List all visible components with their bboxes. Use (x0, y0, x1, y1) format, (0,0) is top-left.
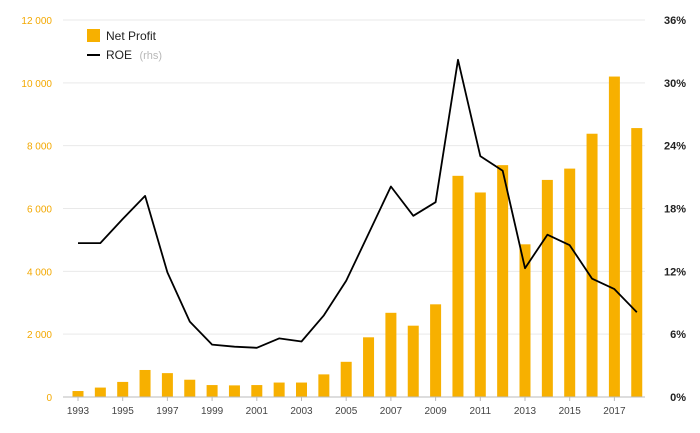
x-tick-label: 1997 (156, 406, 179, 417)
net-profit-bars (72, 76, 643, 398)
roe-line (78, 58, 638, 349)
bar-2003 (296, 382, 307, 397)
right-tick-label: 0% (670, 392, 686, 404)
bar-1998 (184, 379, 196, 397)
left-tick-label: 6 000 (27, 205, 52, 216)
x-tick-label: 2001 (246, 406, 269, 417)
x-tick-label: 1995 (112, 406, 135, 417)
bar-2007 (385, 312, 397, 397)
right-tick-label: 6% (670, 329, 686, 341)
x-tick-label: 1993 (67, 406, 90, 417)
right-tick-label: 30% (664, 78, 686, 90)
left-tick-label: 12 000 (21, 16, 52, 27)
x-tick-label: 2003 (290, 406, 313, 417)
x-tick-label: 2017 (603, 406, 626, 417)
legend: Net Profit ROE (rhs) (87, 29, 162, 63)
bar-2012 (497, 165, 509, 397)
gridlines (63, 19, 645, 335)
bar-2015 (564, 168, 576, 397)
legend-swatch-net-profit (87, 29, 100, 42)
x-axis-ticks: 1993 1995 1997 1999 2001 2003 2005 2007 2009 2011… (67, 397, 626, 417)
left-tick-label: 8 000 (27, 142, 52, 153)
left-tick-label: 0 (46, 393, 52, 404)
x-tick-label: 2013 (514, 406, 537, 417)
bar-1996 (139, 369, 151, 397)
x-tick-label: 2007 (380, 406, 403, 417)
bar-1999 (206, 385, 218, 397)
bar-2013 (519, 244, 531, 397)
right-tick-label: 36% (664, 15, 686, 27)
x-tick-label: 2005 (335, 406, 358, 417)
bar-2009 (430, 304, 442, 397)
bar-2006 (363, 337, 375, 397)
left-tick-label: 4 000 (27, 267, 52, 278)
bar-2008 (407, 325, 419, 397)
bar-2017 (608, 76, 620, 398)
x-tick-label: 1999 (201, 406, 224, 417)
right-tick-label: 12% (664, 266, 686, 278)
right-axis-ticks: 0% 6% 12% 18% 24% 30% 36% (664, 15, 686, 404)
bar-1997 (161, 373, 173, 397)
legend-label-roe-note: (rhs) (139, 50, 162, 62)
bar-1993 (72, 391, 84, 397)
right-tick-label: 24% (664, 141, 686, 153)
left-tick-label: 2 000 (27, 330, 52, 341)
bar-1995 (117, 381, 129, 397)
bar-1994 (94, 387, 106, 397)
bar-2001 (251, 385, 263, 397)
bar-2004 (318, 374, 330, 397)
bar-2011 (474, 192, 486, 397)
legend-label-roe-name: ROE (106, 48, 132, 62)
x-tick-label: 2011 (470, 406, 492, 417)
right-tick-label: 18% (664, 204, 686, 216)
roe-line-group (78, 58, 638, 349)
left-axis-ticks: 0 2 000 4 000 6 000 8 000 10 000 12 000 (21, 16, 52, 404)
x-tick-label: 2015 (559, 406, 582, 417)
bar-2014 (541, 179, 553, 397)
legend-label-roe: ROE (rhs) (106, 46, 162, 63)
bar-2002 (273, 382, 285, 397)
bar-2010 (452, 175, 464, 397)
bar-2000 (228, 385, 240, 397)
bar-2016 (586, 133, 598, 397)
bar-2018 (631, 128, 643, 397)
x-tick-label: 2009 (424, 406, 447, 417)
left-tick-label: 10 000 (21, 79, 52, 90)
legend-label-net-profit: Net Profit (106, 29, 157, 43)
bar-2005 (340, 361, 352, 397)
